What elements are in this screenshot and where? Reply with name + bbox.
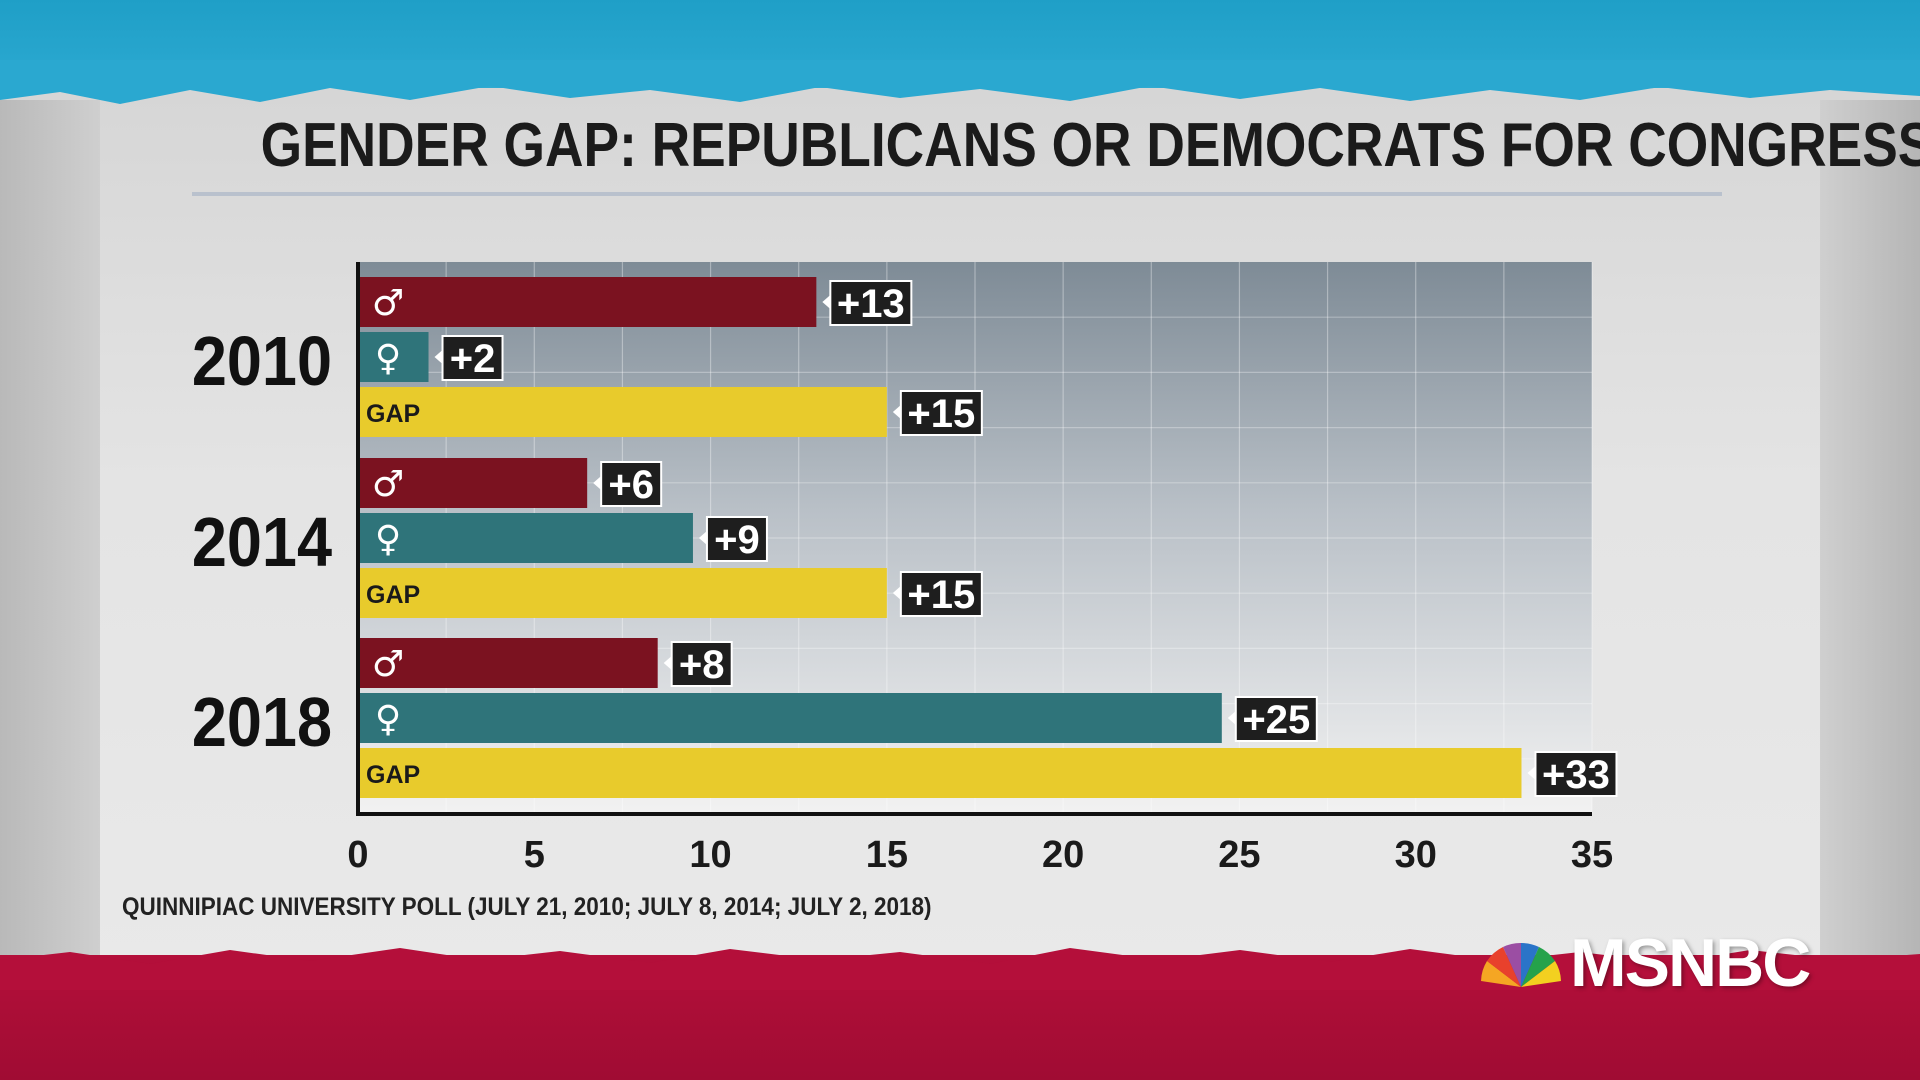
x-tick-label: 25	[1218, 834, 1260, 876]
men-bar	[360, 458, 588, 508]
value-label-box	[1234, 696, 1318, 742]
x-tick-label: 0	[347, 834, 368, 876]
year-label: 2018	[192, 684, 332, 762]
gap-bar	[360, 387, 887, 437]
value-label: +8	[679, 643, 725, 687]
value-label-box	[600, 461, 663, 507]
value-label: +33	[1542, 753, 1610, 797]
label-pointer	[1227, 711, 1236, 725]
value-label: +2	[450, 337, 496, 381]
label-pointer	[434, 350, 443, 364]
male-symbol-icon: ♂	[372, 283, 404, 324]
x-tick-label: 30	[1395, 834, 1437, 876]
peacock-icon	[1481, 942, 1561, 987]
logo-text: MSNBC	[1570, 925, 1811, 1001]
x-tick-label: 20	[1042, 834, 1084, 876]
women-bar	[360, 513, 693, 563]
label-pointer	[593, 476, 602, 490]
male-symbol-icon: ♂	[372, 464, 404, 505]
msnbc-logo: MSNBC	[1478, 925, 1811, 1001]
label-pointer	[663, 656, 672, 670]
value-label: +15	[907, 573, 975, 617]
torn-bottom-edge	[0, 948, 1920, 990]
men-bar	[360, 638, 658, 688]
value-label-box	[1534, 751, 1618, 797]
value-label: +9	[714, 518, 760, 562]
value-label-box	[670, 641, 733, 687]
female-symbol-icon: ♀	[375, 519, 401, 560]
men-bar	[360, 277, 817, 327]
year-label: 2014	[192, 504, 332, 582]
women-bar	[360, 332, 429, 382]
male-symbol-icon: ♂	[372, 644, 404, 685]
title-underline	[192, 192, 1722, 196]
value-label: +13	[837, 282, 905, 326]
gap-bar-text: GAP	[366, 761, 420, 789]
gap-bar-text: GAP	[366, 581, 420, 609]
female-symbol-icon: ♀	[375, 699, 401, 740]
value-label: +15	[907, 392, 975, 436]
gap-bar	[360, 748, 1522, 798]
left-shade	[0, 100, 100, 960]
label-pointer	[822, 295, 831, 309]
value-label-box	[441, 335, 504, 381]
value-label-box	[899, 390, 983, 436]
women-bar	[360, 693, 1222, 743]
value-label-box	[899, 571, 983, 617]
label-pointer	[892, 405, 901, 419]
gap-bar-text: GAP	[366, 400, 420, 428]
x-tick-label: 5	[524, 834, 545, 876]
value-label: +25	[1242, 698, 1310, 742]
torn-top-edge	[0, 60, 1920, 104]
right-shade	[1820, 100, 1920, 960]
year-label: 2010	[192, 323, 332, 401]
value-label: +6	[608, 463, 654, 507]
label-pointer	[698, 531, 707, 545]
gap-bar	[360, 568, 887, 618]
value-label-box	[705, 516, 768, 562]
x-tick-label: 10	[689, 834, 731, 876]
value-label-box	[829, 280, 913, 326]
female-symbol-icon: ♀	[375, 338, 401, 379]
label-pointer	[1527, 766, 1536, 780]
x-tick-label: 35	[1571, 834, 1613, 876]
source-note: QUINNIPIAC UNIVERSITY POLL (JULY 21, 201…	[122, 893, 932, 921]
label-pointer	[892, 586, 901, 600]
x-tick-label: 15	[866, 834, 908, 876]
